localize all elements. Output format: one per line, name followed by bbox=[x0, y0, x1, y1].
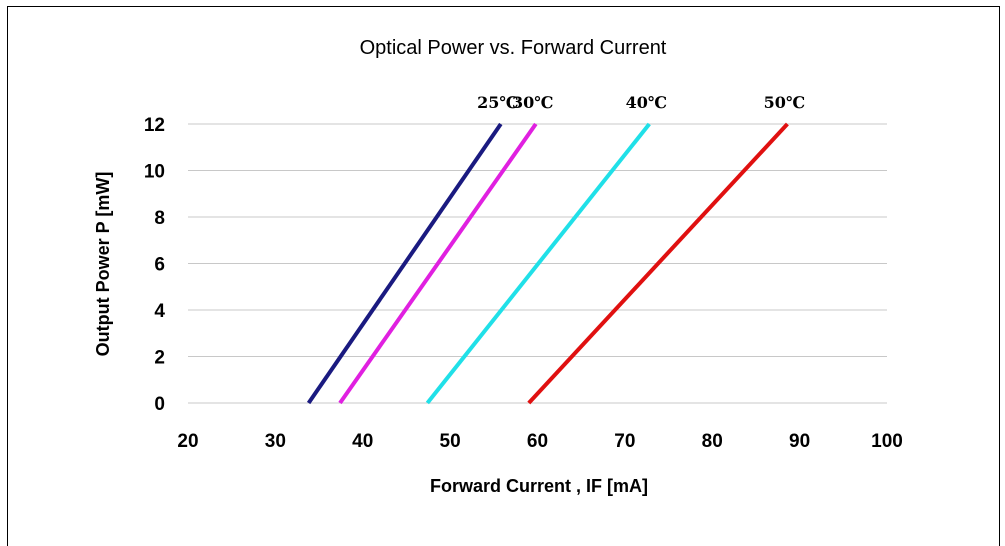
series-label: 50℃ bbox=[764, 93, 805, 112]
x-tick-label: 100 bbox=[871, 431, 903, 452]
y-tick-label: 4 bbox=[154, 301, 165, 322]
x-tick-label: 70 bbox=[614, 431, 635, 452]
series-line-1 bbox=[306, 122, 503, 405]
x-tick-label: 90 bbox=[789, 431, 810, 452]
y-axis-label: Output Power P [mW] bbox=[93, 172, 113, 357]
series-label: 40℃ bbox=[626, 93, 667, 112]
tick-labels: 0 2 4 6 8 10 12 20 30 40 50 60 70 80 90 100 bbox=[144, 115, 903, 452]
y-tick-label: 10 bbox=[144, 162, 165, 183]
series-line-4 bbox=[527, 122, 789, 405]
y-tick-label: 0 bbox=[154, 394, 165, 415]
series-group bbox=[306, 122, 789, 405]
x-axis-label: Forward Current , IF [mA] bbox=[430, 476, 648, 496]
series-label: 25℃ bbox=[477, 93, 518, 112]
chart: Optical Power vs. Forward Current 25℃30℃… bbox=[93, 37, 903, 496]
x-tick-label: 30 bbox=[265, 431, 286, 452]
x-tick-label: 60 bbox=[527, 431, 548, 452]
series-label: 30℃ bbox=[512, 93, 553, 112]
chart-frame bbox=[7, 6, 1000, 546]
x-tick-label: 80 bbox=[702, 431, 723, 452]
series-line-2 bbox=[338, 122, 538, 405]
y-tick-label: 8 bbox=[154, 208, 165, 229]
chart-title: Optical Power vs. Forward Current bbox=[360, 37, 667, 59]
x-tick-label: 20 bbox=[177, 431, 198, 452]
curve-labels: 25℃30℃ 40℃ 50℃ bbox=[477, 93, 805, 112]
x-tick-label: 50 bbox=[440, 431, 461, 452]
y-tick-label: 6 bbox=[154, 255, 165, 276]
series-line-3 bbox=[425, 122, 651, 405]
y-tick-label: 12 bbox=[144, 115, 165, 136]
x-tick-label: 40 bbox=[352, 431, 373, 452]
y-tick-label: 2 bbox=[154, 348, 165, 369]
